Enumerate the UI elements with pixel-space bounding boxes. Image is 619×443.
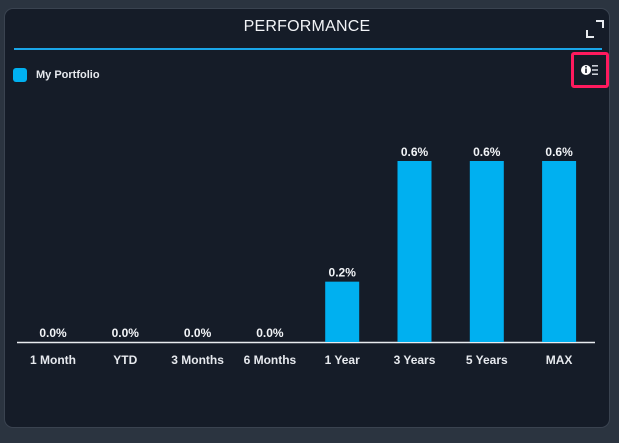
- title-underline: [14, 48, 602, 50]
- data-label: 0.0%: [256, 326, 284, 340]
- chart-legend[interactable]: My Portfolio: [13, 68, 100, 82]
- x-tick-label: MAX: [546, 353, 573, 367]
- performance-widget: PERFORMANCE My Portfolio: [4, 8, 610, 428]
- info-list-icon: [581, 65, 598, 75]
- x-tick-label: 1 Month: [30, 353, 76, 367]
- data-label: 0.0%: [184, 326, 212, 340]
- data-label: 0.6%: [545, 145, 573, 159]
- legend-label: My Portfolio: [36, 69, 100, 81]
- bar-max[interactable]: [542, 161, 577, 342]
- legend-swatch: [13, 68, 27, 82]
- x-tick-label: 1 Year: [325, 353, 360, 367]
- bar-1-year[interactable]: [325, 281, 360, 342]
- data-label: 0.0%: [39, 326, 67, 340]
- x-tick-label: 3 Years: [394, 353, 436, 367]
- data-label: 0.6%: [401, 145, 429, 159]
- widget-title: PERFORMANCE: [243, 18, 371, 35]
- data-label: 0.0%: [112, 326, 140, 340]
- expand-icon[interactable]: [585, 19, 605, 39]
- x-tick-label: 6 Months: [244, 353, 297, 367]
- bar-5-years[interactable]: [469, 161, 504, 342]
- chart-settings-button[interactable]: [571, 52, 609, 88]
- x-tick-label: YTD: [113, 353, 137, 367]
- data-label: 0.2%: [329, 266, 357, 280]
- bar-3-years[interactable]: [397, 161, 432, 342]
- data-label: 0.6%: [473, 145, 501, 159]
- x-tick-label: 5 Years: [466, 353, 508, 367]
- x-tick-label: 3 Months: [171, 353, 224, 367]
